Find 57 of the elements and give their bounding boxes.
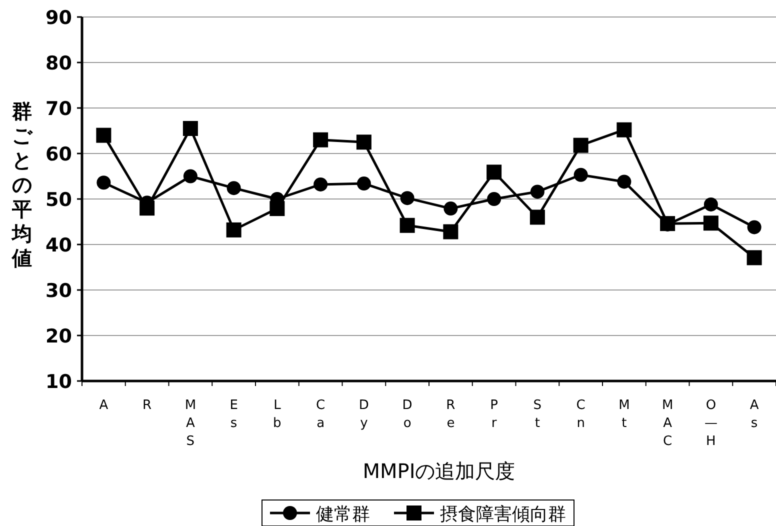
x-tick-label: Mt [618, 398, 630, 431]
x-tick-label: Re [446, 398, 456, 431]
x-tick-label: R [142, 398, 152, 413]
point [182, 120, 198, 136]
point [530, 210, 545, 225]
point [486, 164, 502, 180]
legend-label: 摂食障害傾向群 [440, 504, 566, 525]
y-tick-label: 50 [46, 189, 72, 211]
point [574, 168, 588, 182]
point [314, 177, 328, 192]
point [573, 138, 588, 153]
y-axis-title: 群ごとの平均値 [11, 99, 33, 270]
legend-label: 健常群 [316, 504, 370, 525]
y-tick-label: 20 [46, 326, 72, 348]
point [400, 191, 414, 206]
x-tick-label: MAS [184, 398, 196, 449]
x-tick-label: O—H [704, 398, 718, 449]
point [400, 218, 415, 233]
point [226, 222, 242, 238]
point [96, 176, 111, 190]
point [356, 134, 372, 150]
point [443, 224, 458, 240]
point [746, 250, 762, 266]
point [444, 202, 458, 216]
point [616, 122, 632, 138]
y-tick-label: 70 [46, 98, 72, 120]
point [140, 200, 155, 216]
x-tick-label: Do [402, 398, 412, 431]
x-tick-label: Pr [490, 398, 498, 431]
point [183, 169, 198, 184]
point [226, 181, 241, 196]
point [313, 132, 328, 148]
x-tick-label: Lb [273, 398, 282, 431]
x-tick-label: Ca [316, 398, 326, 431]
x-tick-label: Es [230, 398, 238, 431]
x-axis-title: MMPIの追加尺度 [362, 459, 516, 483]
point [704, 197, 718, 212]
x-tick-label: St [533, 398, 542, 431]
x-tick-label: MAC [662, 398, 674, 449]
point [487, 192, 502, 206]
point [530, 184, 544, 199]
x-tick-label: Dy [358, 398, 369, 431]
point [617, 174, 632, 189]
y-tick-label: 30 [46, 280, 72, 302]
point [747, 220, 762, 234]
point [270, 201, 285, 216]
y-tick-label: 80 [46, 52, 72, 74]
x-tick-label: A [99, 398, 108, 413]
x-tick-label: As [750, 398, 759, 431]
y-tick-label: 10 [46, 371, 72, 393]
point [703, 216, 718, 231]
point [356, 176, 371, 191]
point [96, 128, 112, 143]
x-tick-label: Cn [576, 398, 586, 431]
y-tick-label: 40 [46, 234, 72, 256]
y-tick-label: 60 [46, 144, 72, 166]
y-tick-label: 90 [46, 7, 72, 29]
